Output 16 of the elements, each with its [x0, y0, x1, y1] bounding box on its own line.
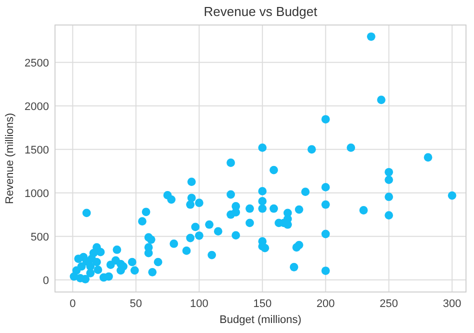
x-axis-title: Budget (millions) — [220, 314, 302, 326]
x-tick-label: 200 — [316, 298, 335, 310]
x-tick-label: 250 — [380, 298, 398, 310]
y-tick-label: 2000 — [24, 100, 49, 113]
x-tick-label: 150 — [253, 298, 272, 310]
chart-title: Revenue vs Budget — [204, 4, 318, 19]
x-tick-label: 100 — [190, 298, 208, 310]
y-axis-title: Revenue (millions) — [4, 112, 16, 204]
x-tick-label: 300 — [442, 298, 462, 310]
x-tick-label: 0 — [70, 298, 76, 310]
y-tick-label: 1500 — [24, 144, 49, 156]
y-tick-label: 0 — [42, 274, 49, 287]
x-tick-label: 50 — [130, 298, 142, 310]
y-tick-label: 2500 — [24, 57, 49, 70]
y-tick-label: 1000 — [24, 188, 49, 200]
y-tick-label: 500 — [30, 231, 49, 244]
